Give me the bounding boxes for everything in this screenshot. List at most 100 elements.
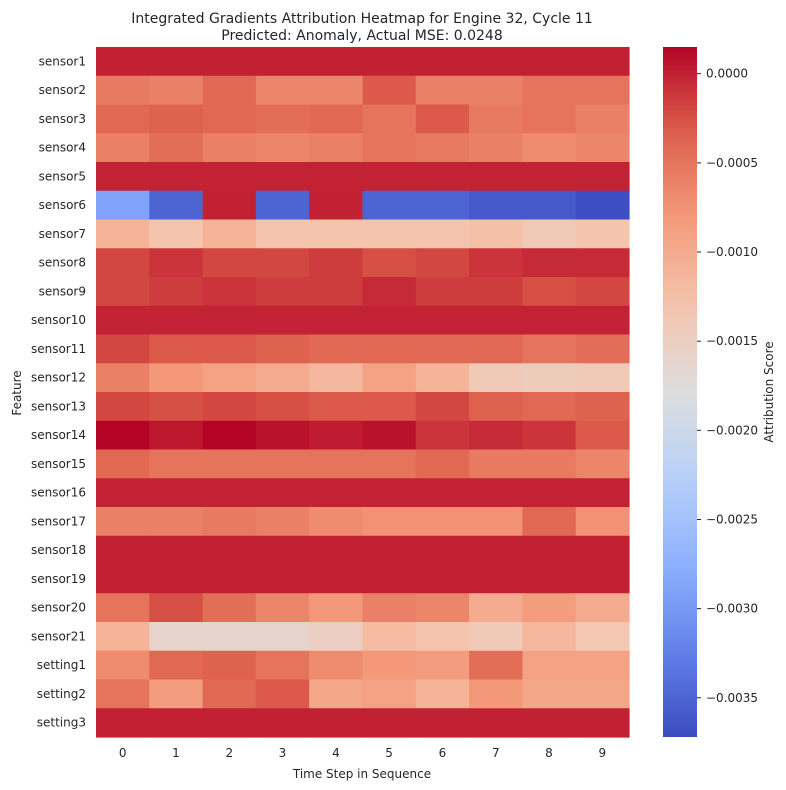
heatmap-cell bbox=[96, 478, 150, 508]
heatmap-cell bbox=[362, 162, 417, 192]
heatmap-cell bbox=[522, 162, 577, 192]
heatmap-cell bbox=[469, 248, 523, 278]
heatmap-cell bbox=[96, 248, 150, 278]
heatmap-cell bbox=[522, 478, 577, 508]
colorbar-tick-label: −0.0035 bbox=[706, 691, 758, 705]
chart-subtitle: Predicted: Anomaly, Actual MSE: 0.0248 bbox=[221, 28, 502, 44]
heatmap-cell bbox=[469, 75, 523, 106]
heatmap-cell bbox=[255, 104, 310, 134]
heatmap-cell bbox=[522, 708, 577, 738]
heatmap-cell bbox=[309, 392, 364, 422]
heatmap-cell bbox=[255, 190, 310, 221]
heatmap-cell bbox=[255, 392, 310, 422]
heatmap-cell bbox=[469, 162, 523, 192]
heatmap-cell bbox=[522, 420, 577, 451]
heatmap-cell bbox=[309, 507, 364, 537]
heatmap-cell bbox=[575, 708, 630, 738]
heatmap-cell bbox=[522, 47, 577, 77]
heatmap-cell bbox=[202, 564, 257, 594]
heatmap-cell bbox=[522, 593, 577, 623]
colorbar-label: Attribution Score bbox=[762, 341, 776, 442]
heatmap-cell bbox=[362, 47, 417, 77]
heatmap-cell bbox=[575, 162, 630, 192]
heatmap-cell bbox=[362, 650, 417, 681]
heatmap-cell bbox=[415, 622, 470, 652]
heatmap-cell bbox=[362, 219, 417, 249]
heatmap-cell bbox=[575, 420, 630, 451]
heatmap-cell bbox=[469, 277, 523, 307]
heatmap-cell bbox=[202, 622, 257, 652]
heatmap-cell bbox=[309, 334, 364, 364]
heatmap-cell bbox=[522, 75, 577, 106]
heatmap-cell bbox=[575, 478, 630, 508]
y-tick-label: sensor11 bbox=[31, 342, 86, 356]
heatmap-cell bbox=[149, 363, 204, 393]
heatmap-cell bbox=[469, 363, 523, 393]
heatmap-cell bbox=[309, 305, 364, 336]
heatmap-cell bbox=[96, 277, 150, 307]
heatmap-cell bbox=[149, 47, 204, 77]
heatmap-cell bbox=[309, 47, 364, 77]
heatmap-cell bbox=[415, 507, 470, 537]
heatmap-cell bbox=[469, 305, 523, 336]
heatmap-cell bbox=[202, 47, 257, 77]
y-axis-label: Feature bbox=[10, 370, 24, 415]
heatmap-cell bbox=[309, 219, 364, 249]
x-tick-label: 0 bbox=[119, 746, 127, 760]
heatmap-cell bbox=[309, 679, 364, 709]
heatmap-cell bbox=[362, 133, 417, 163]
heatmap-cell bbox=[575, 133, 630, 163]
heatmap-cell bbox=[202, 133, 257, 163]
heatmap-cell bbox=[522, 248, 577, 278]
y-tick-label: sensor17 bbox=[31, 514, 86, 528]
heatmap-cell bbox=[255, 478, 310, 508]
heatmap-cell bbox=[309, 420, 364, 451]
heatmap-cells bbox=[96, 47, 630, 738]
heatmap-cell bbox=[362, 708, 417, 738]
heatmap-cell bbox=[149, 190, 204, 221]
y-tick-label: sensor6 bbox=[39, 198, 86, 212]
heatmap-cell bbox=[575, 507, 630, 537]
heatmap-cell bbox=[522, 507, 577, 537]
colorbar-tick-label: −0.0015 bbox=[706, 334, 758, 348]
x-tick-label: 5 bbox=[385, 746, 393, 760]
heatmap-cell bbox=[202, 219, 257, 249]
heatmap-cell bbox=[255, 593, 310, 623]
y-tick-label: sensor19 bbox=[31, 572, 86, 586]
heatmap-cell bbox=[522, 219, 577, 249]
x-tick-label: 2 bbox=[225, 746, 233, 760]
heatmap-cell bbox=[202, 104, 257, 134]
heatmap-cell bbox=[575, 104, 630, 134]
x-tick-label: 3 bbox=[279, 746, 287, 760]
y-tick-label: sensor2 bbox=[39, 83, 86, 97]
heatmap-cell bbox=[415, 708, 470, 738]
x-tick-label: 4 bbox=[332, 746, 340, 760]
heatmap-cell bbox=[415, 75, 470, 106]
heatmap-cell bbox=[149, 535, 204, 566]
heatmap-cell bbox=[469, 420, 523, 451]
heatmap-cell bbox=[469, 478, 523, 508]
heatmap-cell bbox=[309, 708, 364, 738]
heatmap-cell bbox=[255, 535, 310, 566]
heatmap-cell bbox=[415, 392, 470, 422]
heatmap-cell bbox=[255, 564, 310, 594]
heatmap-cell bbox=[149, 679, 204, 709]
heatmap-cell bbox=[309, 190, 364, 221]
heatmap-cell bbox=[96, 363, 150, 393]
heatmap-cell bbox=[469, 535, 523, 566]
heatmap-cell bbox=[362, 593, 417, 623]
y-tick-label: sensor12 bbox=[31, 371, 86, 385]
y-tick-label: sensor21 bbox=[31, 629, 86, 643]
heatmap-cell bbox=[362, 334, 417, 364]
y-tick-label: setting1 bbox=[37, 658, 86, 672]
heatmap-cell bbox=[522, 334, 577, 364]
x-tick-label: 1 bbox=[172, 746, 180, 760]
heatmap-cell bbox=[149, 650, 204, 681]
heatmap-cell bbox=[362, 535, 417, 566]
heatmap-cell bbox=[202, 650, 257, 681]
heatmap-cell bbox=[255, 75, 310, 106]
heatmap-cell bbox=[255, 219, 310, 249]
heatmap-cell bbox=[575, 535, 630, 566]
heatmap-cell bbox=[255, 622, 310, 652]
heatmap-cell bbox=[575, 564, 630, 594]
